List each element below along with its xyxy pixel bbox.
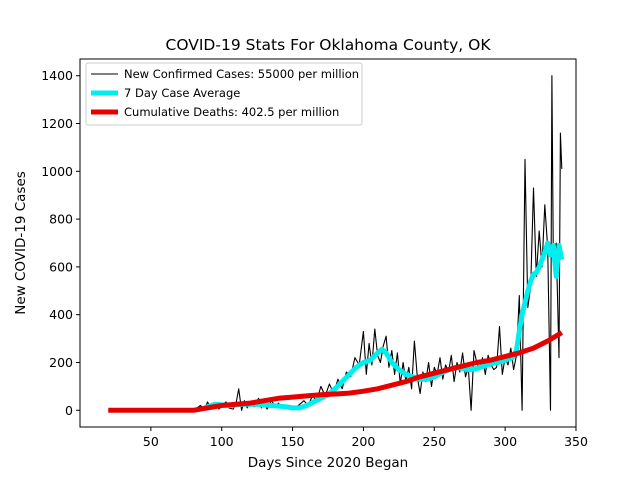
series-line-2 [108, 330, 564, 413]
x-tick-label: 300 [493, 434, 517, 449]
x-tick-label: 100 [210, 434, 234, 449]
plot-area [108, 75, 565, 413]
y-tick-label: 600 [49, 259, 73, 274]
y-tick-label: 1000 [41, 164, 73, 179]
y-tick-label: 400 [49, 307, 73, 322]
y-axis-label: New COVID-19 Cases [13, 171, 29, 315]
legend-label-1: 7 Day Case Average [124, 86, 240, 100]
x-tick-label: 200 [351, 434, 375, 449]
y-tick-label: 200 [49, 355, 73, 370]
x-tick-label: 350 [564, 434, 588, 449]
y-tick-label: 1400 [41, 68, 73, 83]
chart-title: COVID-19 Stats For Oklahoma County, OK [166, 36, 492, 54]
legend-label-2: Cumulative Deaths: 402.5 per million [124, 105, 339, 119]
legend-box [85, 62, 363, 126]
legend: New Confirmed Cases: 55000 per million 7 … [85, 62, 363, 126]
legend-label-0: New Confirmed Cases: 55000 per million [124, 67, 359, 81]
x-axis-label: Days Since 2020 Began [248, 455, 409, 471]
x-tick-label: 250 [422, 434, 446, 449]
y-tick-label: 0 [65, 403, 73, 418]
x-tick-label: 150 [281, 434, 305, 449]
axes-frame [79, 58, 577, 428]
x-tick-label: 50 [143, 434, 159, 449]
axes-ticks: 50 100 150 200 250 300 350 0 200 400 600 800 1000 120… [41, 58, 588, 449]
y-tick-label: 1200 [41, 116, 73, 131]
series-line-1 [203, 240, 565, 411]
y-tick-label: 800 [49, 212, 73, 227]
